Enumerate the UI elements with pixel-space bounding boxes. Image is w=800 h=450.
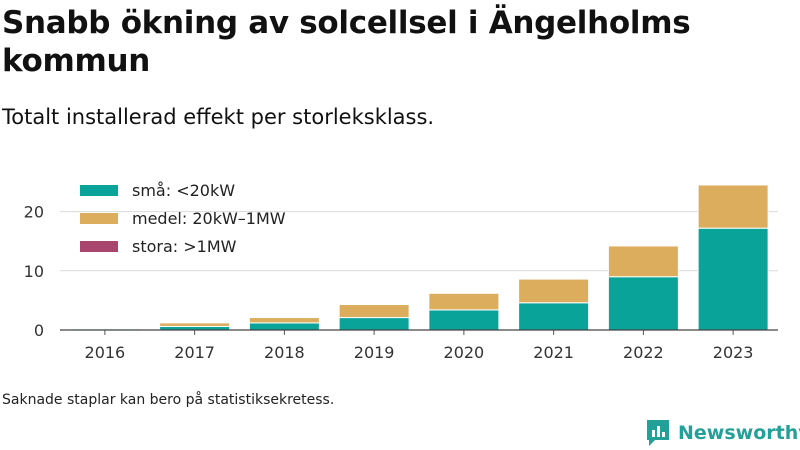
x-tick-label: 2021 xyxy=(533,343,574,362)
brand-logo: Newsworthy xyxy=(645,418,800,448)
y-tick-label: 0 xyxy=(34,321,44,340)
legend-swatch xyxy=(80,185,118,196)
legend-swatch xyxy=(80,213,118,224)
bar-segment xyxy=(518,278,590,304)
bar-segment xyxy=(69,327,141,330)
bar-segment xyxy=(518,302,590,331)
legend-label: stora: >1MW xyxy=(132,237,237,256)
bar-segment xyxy=(338,304,410,319)
bar-segment xyxy=(248,317,320,324)
y-axis: 0 10 20 xyxy=(24,203,44,340)
newsworthy-logo-icon xyxy=(647,420,669,446)
x-tick-label: 2019 xyxy=(354,343,395,362)
x-tick-label: 2023 xyxy=(713,343,754,362)
chart-title: Snabb ökning av solcellsel i Ängelholms … xyxy=(2,5,691,79)
x-tick-label: 2016 xyxy=(85,343,126,362)
bars xyxy=(69,184,769,331)
y-tick-label: 20 xyxy=(24,203,44,222)
x-tick-label: 2020 xyxy=(444,343,485,362)
bar-segment xyxy=(428,309,500,331)
x-axis: 2016 2017 2018 2019 2020 2021 2022 2023 xyxy=(60,329,778,362)
chart-subtitle: Totalt installerad effekt per storlekskl… xyxy=(2,105,435,129)
brand-name: Newsworthy xyxy=(678,422,800,444)
bar-segment xyxy=(697,227,769,331)
footnote: Saknade staplar kan bero på statistiksek… xyxy=(2,392,335,408)
legend-label: medel: 20kW–1MW xyxy=(132,209,286,228)
bar-segment xyxy=(607,276,679,331)
legend: små: <20kW medel: 20kW–1MW stora: >1MW xyxy=(80,181,286,256)
legend-label: små: <20kW xyxy=(132,181,235,200)
y-tick-label: 10 xyxy=(24,262,44,281)
x-tick-label: 2022 xyxy=(623,343,664,362)
bar-segment xyxy=(607,245,679,278)
bar-segment xyxy=(248,322,320,331)
bar-segment xyxy=(428,292,500,311)
bar-segment xyxy=(159,322,231,327)
legend-swatch xyxy=(80,241,118,252)
stacked-bar-chart: 0 10 20 2016 2017 2018 2019 2020 2021 2022 2023 s… xyxy=(24,181,778,362)
x-tick-label: 2018 xyxy=(264,343,305,362)
bar-segment xyxy=(697,184,769,229)
bar-segment xyxy=(338,317,410,331)
x-tick-label: 2017 xyxy=(174,343,215,362)
